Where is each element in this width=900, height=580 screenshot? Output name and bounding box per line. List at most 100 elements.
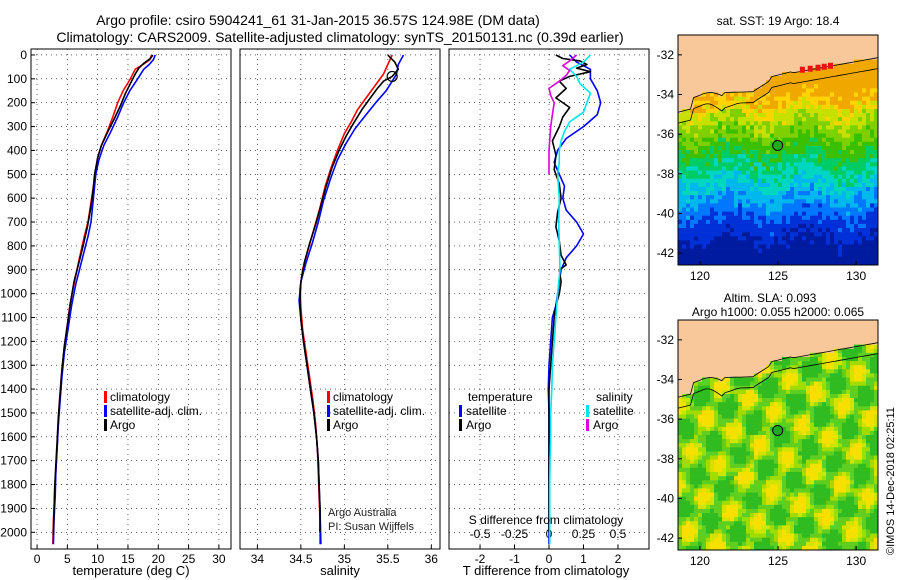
map-cell	[814, 141, 819, 147]
map-cell	[758, 113, 763, 118]
map-cell	[770, 232, 775, 237]
map-cell	[794, 248, 799, 253]
map-cell	[874, 129, 879, 134]
map-cell	[794, 133, 799, 138]
map-cell	[846, 422, 851, 428]
map-cell	[754, 104, 759, 110]
map-cell	[810, 414, 815, 419]
map-cell	[762, 541, 767, 547]
map-cell	[730, 108, 735, 114]
map-cell	[838, 162, 843, 167]
map-cell	[690, 533, 695, 538]
map-cell	[694, 521, 699, 526]
map-cell	[818, 508, 823, 514]
map-cell	[834, 170, 839, 175]
map-cell	[794, 76, 799, 81]
map-cell	[850, 443, 855, 448]
map-cell	[818, 137, 823, 143]
map-cell	[790, 182, 795, 188]
map-cell	[874, 96, 879, 102]
map-cell	[806, 529, 811, 534]
map-cell	[702, 240, 707, 245]
map-cell	[786, 133, 791, 138]
map-cell	[678, 492, 683, 497]
map-cell	[854, 361, 859, 366]
map-cell	[814, 76, 819, 81]
map-cell	[718, 256, 723, 262]
map-cell	[738, 393, 743, 399]
map-cell	[850, 418, 855, 423]
map-cell	[714, 166, 719, 171]
map-cell	[770, 373, 775, 378]
map-cell	[874, 484, 879, 489]
map-cell	[682, 141, 687, 147]
map-cell	[786, 529, 791, 534]
map-cell	[810, 389, 815, 395]
map-cell	[822, 80, 827, 85]
map-cell	[754, 100, 759, 106]
map-cell	[682, 162, 687, 167]
map-cell	[846, 178, 851, 184]
map-cell	[862, 476, 867, 481]
map-cell	[822, 356, 827, 362]
lat-tick-label: -38	[657, 452, 675, 466]
map-cell	[866, 71, 871, 77]
map-cell	[706, 178, 711, 184]
temperature-lines	[52, 54, 156, 545]
map-cell	[710, 484, 715, 489]
map-cell	[822, 141, 827, 147]
map-cell	[830, 373, 835, 378]
map-cell	[710, 162, 715, 167]
map-cell	[806, 150, 811, 155]
map-cell	[722, 422, 727, 428]
map-cell	[822, 459, 827, 465]
map-cell	[798, 76, 803, 81]
map-cell	[706, 496, 711, 502]
map-cell	[758, 191, 763, 196]
map-cell	[746, 517, 751, 522]
map-cell	[802, 545, 807, 551]
map-cell	[870, 174, 875, 180]
map-cell	[778, 365, 783, 370]
map-cell	[786, 389, 791, 395]
map-cell	[806, 96, 811, 102]
map-cell	[818, 410, 823, 415]
map-cell	[706, 150, 711, 155]
map-cell	[874, 125, 879, 130]
map-cell	[722, 170, 727, 175]
map-cell	[826, 137, 831, 143]
map-cell	[730, 537, 735, 543]
map-cell	[702, 422, 707, 428]
map-cell	[866, 232, 871, 237]
map-cell	[758, 162, 763, 167]
map-cell	[798, 232, 803, 237]
map-cell	[738, 141, 743, 147]
map-cell	[770, 133, 775, 138]
map-cell	[874, 541, 879, 547]
map-cell	[762, 137, 767, 143]
map-cell	[754, 145, 759, 151]
map-cell	[718, 223, 723, 229]
map-cell	[786, 186, 791, 192]
map-cell	[686, 203, 691, 208]
map-cell	[842, 467, 847, 473]
map-cell	[750, 92, 755, 97]
map-cell	[866, 414, 871, 419]
map-cell	[830, 223, 835, 229]
map-cell	[738, 125, 743, 130]
map-cell	[862, 223, 867, 229]
map-cell	[842, 430, 847, 436]
map-cell	[814, 488, 819, 493]
map-cell	[718, 398, 723, 403]
map-cell	[766, 418, 771, 423]
map-cell	[798, 92, 803, 97]
map-cell	[818, 398, 823, 403]
map-cell	[834, 447, 839, 452]
map-cell	[814, 496, 819, 502]
map-cell	[722, 508, 727, 514]
map-cell	[834, 361, 839, 366]
map-cell	[698, 240, 703, 245]
map-cell	[726, 137, 731, 143]
map-cell	[810, 76, 815, 81]
map-cell	[714, 137, 719, 143]
